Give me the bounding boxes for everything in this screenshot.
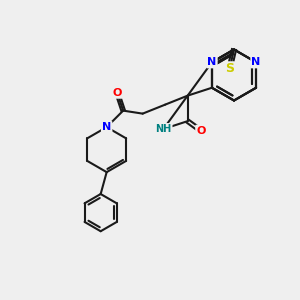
Text: S: S: [225, 62, 234, 76]
Text: N: N: [251, 57, 261, 67]
Text: N: N: [102, 122, 111, 132]
Text: NH: NH: [155, 124, 172, 134]
Text: O: O: [112, 88, 122, 98]
Text: N: N: [207, 57, 217, 67]
Text: O: O: [196, 126, 206, 136]
